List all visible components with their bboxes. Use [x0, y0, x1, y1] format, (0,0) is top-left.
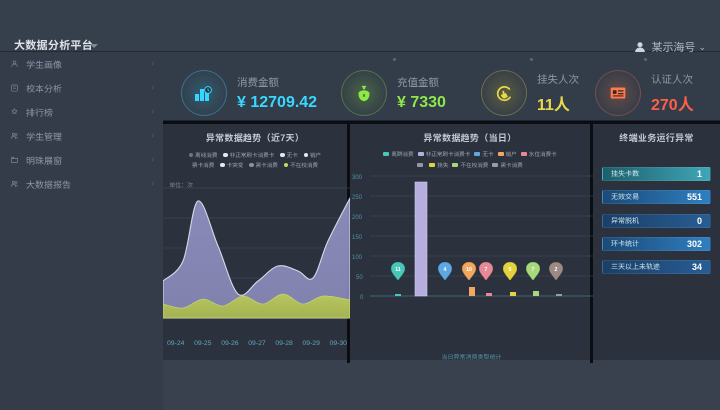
svg-text:300: 300	[352, 175, 363, 181]
svg-text:7: 7	[532, 267, 535, 273]
svg-text:100: 100	[352, 255, 363, 261]
svg-text:5: 5	[509, 267, 512, 273]
svg-text:4: 4	[444, 267, 447, 273]
svg-text:250: 250	[352, 195, 363, 201]
svg-text:2: 2	[555, 267, 558, 273]
svg-text:150: 150	[352, 235, 363, 241]
svg-text:11: 11	[395, 267, 401, 273]
svg-text:7: 7	[485, 267, 488, 273]
svg-text:200: 200	[352, 215, 363, 221]
svg-text:10: 10	[466, 267, 472, 273]
